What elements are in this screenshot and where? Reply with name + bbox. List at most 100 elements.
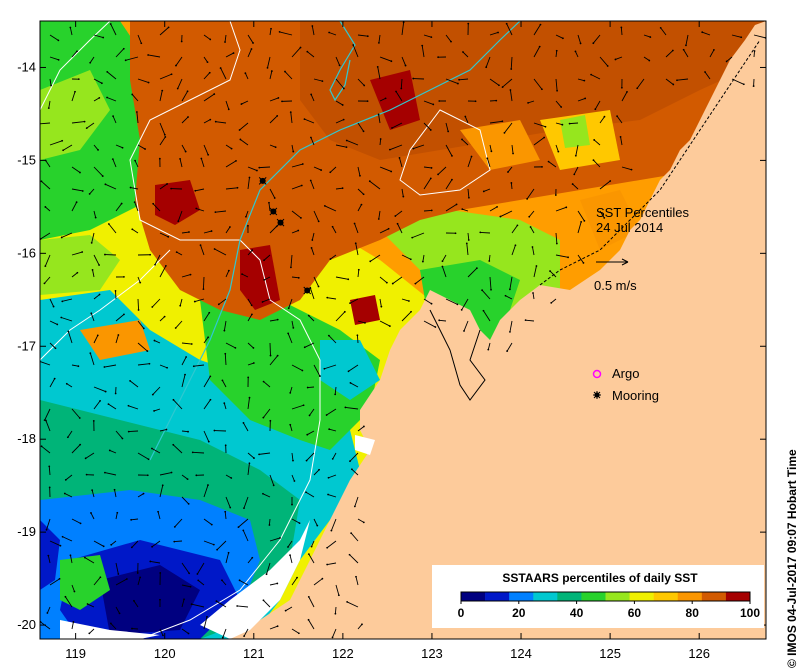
current-vector xyxy=(269,188,276,199)
current-vector-head xyxy=(159,572,162,574)
current-vector xyxy=(159,265,167,278)
no-data-region-2 xyxy=(60,620,160,639)
current-vector xyxy=(313,469,320,476)
current-vector-head xyxy=(186,90,189,93)
current-vector xyxy=(395,210,403,217)
current-vector-head xyxy=(170,73,173,76)
current-vector xyxy=(334,606,337,614)
current-vector xyxy=(351,468,359,476)
current-vector xyxy=(354,496,359,507)
current-vector xyxy=(115,512,118,520)
current-vector xyxy=(480,231,491,234)
current-vector-head xyxy=(331,636,334,639)
current-vector-head xyxy=(475,267,478,270)
current-vector-head xyxy=(279,537,281,539)
current-vector-head xyxy=(465,242,468,245)
current-vector xyxy=(313,276,319,287)
current-vector xyxy=(643,56,650,61)
current-vector xyxy=(215,210,227,213)
current-vector xyxy=(172,444,183,454)
current-vector-head xyxy=(592,42,595,45)
current-vector-head xyxy=(111,158,114,161)
current-vector xyxy=(313,78,323,82)
current-vector xyxy=(310,180,315,190)
current-vector-head xyxy=(248,462,251,465)
current-vector xyxy=(378,114,381,124)
current-vector-head xyxy=(402,21,405,24)
current-vector-head xyxy=(593,139,596,141)
current-vector-head xyxy=(609,180,612,182)
current-vector xyxy=(304,118,315,124)
current-vector xyxy=(350,382,359,388)
current-vector xyxy=(225,187,238,190)
current-vector-head xyxy=(52,305,55,308)
current-vector xyxy=(247,48,252,58)
current-vector-head xyxy=(81,190,84,192)
current-vector xyxy=(462,208,469,212)
current-vector-head xyxy=(57,58,60,61)
current-vector-head xyxy=(273,197,276,199)
current-vector-head xyxy=(672,83,675,86)
current-vector-head xyxy=(78,417,81,419)
current-vector xyxy=(307,430,315,436)
current-vector xyxy=(269,97,279,102)
current-vector xyxy=(93,210,97,218)
current-vector-head xyxy=(307,553,310,556)
current-vector-head xyxy=(129,379,131,382)
current-vector-head xyxy=(90,241,93,244)
current-vector-head xyxy=(490,150,493,153)
current-vector-head xyxy=(179,158,181,160)
current-vector xyxy=(485,56,491,68)
current-vector xyxy=(242,530,249,542)
current-vector-head xyxy=(117,573,120,575)
current-vector xyxy=(269,342,271,356)
current-vector-head xyxy=(43,282,46,285)
current-vector-head xyxy=(69,26,72,29)
current-vector-head xyxy=(167,235,170,238)
current-vector xyxy=(181,584,191,588)
current-vector xyxy=(400,78,403,89)
current-vector-head xyxy=(58,577,61,580)
current-vector xyxy=(412,232,425,239)
current-vector-head xyxy=(120,202,123,205)
current-vector xyxy=(502,78,513,88)
current-vector-head xyxy=(179,304,182,307)
current-vector-head xyxy=(44,265,47,268)
y-tick-label: -20 xyxy=(17,617,36,632)
y-axis: -14 -15 -16 -17 -18 -19 -20 xyxy=(17,59,766,632)
current-vector xyxy=(193,364,205,367)
credit-text: © IMOS 04-Jul-2017 09:07 Hobart Time xyxy=(785,449,799,668)
current-vector xyxy=(488,254,491,262)
argo-label: Argo xyxy=(612,366,639,381)
current-vector-head xyxy=(164,136,167,138)
current-vector-head xyxy=(334,393,337,396)
current-vector-head xyxy=(177,220,180,223)
current-vector xyxy=(467,267,478,278)
current-vector-head xyxy=(329,258,332,260)
current-vector xyxy=(549,270,557,278)
current-vector-head xyxy=(456,303,459,306)
current-vector-head xyxy=(510,182,513,184)
colorbar-tick-label: 0 xyxy=(458,606,465,620)
current-vector xyxy=(463,320,469,332)
current-vector xyxy=(247,463,250,476)
current-vector xyxy=(306,452,315,461)
current-vector-head xyxy=(345,139,348,142)
current-vector xyxy=(308,596,315,608)
current-vector xyxy=(313,578,323,586)
sst-region-lime-nw xyxy=(40,70,110,160)
current-vector-head xyxy=(302,404,305,407)
current-vector-head xyxy=(463,330,465,332)
current-vector xyxy=(459,78,469,81)
colorbar-tick-label: 20 xyxy=(512,606,526,620)
current-vector xyxy=(152,203,161,212)
current-vector-head xyxy=(319,375,321,377)
current-vector-head xyxy=(247,224,249,227)
current-vector xyxy=(665,50,674,58)
current-vector-head xyxy=(252,362,255,364)
current-vector xyxy=(224,511,227,520)
current-vector-head xyxy=(212,543,215,546)
current-vector xyxy=(71,50,78,58)
current-vector-head xyxy=(122,276,125,278)
current-vector xyxy=(104,364,117,368)
